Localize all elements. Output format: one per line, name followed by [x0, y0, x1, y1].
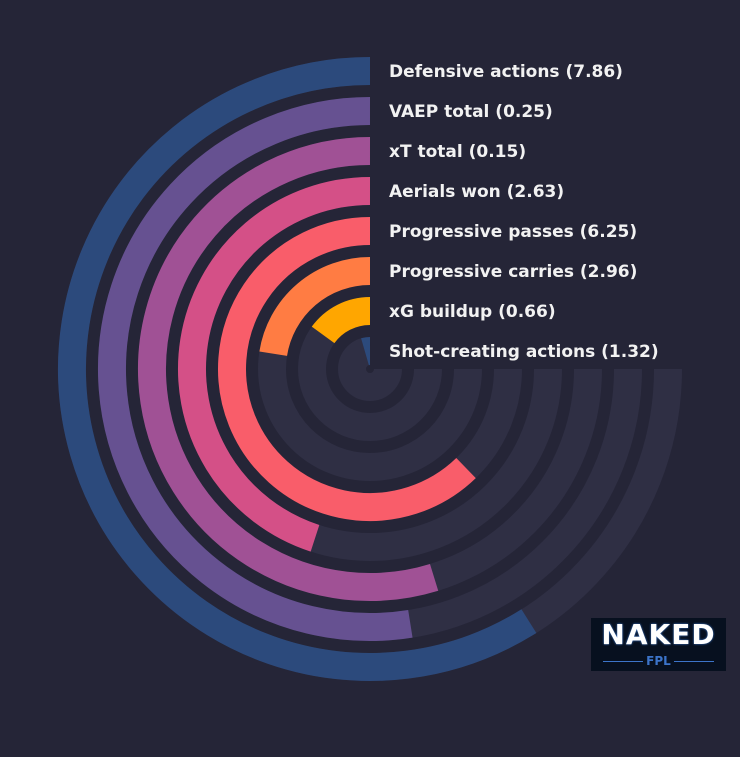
bar-7 [361, 336, 371, 366]
logo-rule-left [603, 661, 643, 662]
bar-2 [138, 137, 439, 601]
track-7 [338, 337, 402, 401]
bar-label-2: xT total (0.15) [389, 142, 526, 162]
logo-sub: FPL [646, 654, 671, 668]
bar-label-5: Progressive carries (2.96) [389, 262, 637, 282]
bar-label-3: Aerials won (2.63) [389, 182, 564, 202]
bar-4 [218, 217, 476, 521]
bar-label-4: Progressive passes (6.25) [389, 222, 637, 242]
naked-fpl-logo: NAKED FPL [591, 618, 726, 671]
bar-0 [58, 57, 537, 681]
bar-label-7: Shot-creating actions (1.32) [389, 342, 659, 362]
bar-6 [311, 297, 371, 344]
bar-3 [178, 177, 371, 552]
bar-label-0: Defensive actions (7.86) [389, 62, 623, 82]
bar-1 [98, 97, 413, 641]
logo-rule-right [674, 661, 714, 662]
bar-5 [259, 257, 371, 357]
logo-word: NAKED [601, 618, 716, 651]
bar-label-6: xG buildup (0.66) [389, 302, 556, 322]
bar-label-1: VAEP total (0.25) [389, 102, 553, 122]
